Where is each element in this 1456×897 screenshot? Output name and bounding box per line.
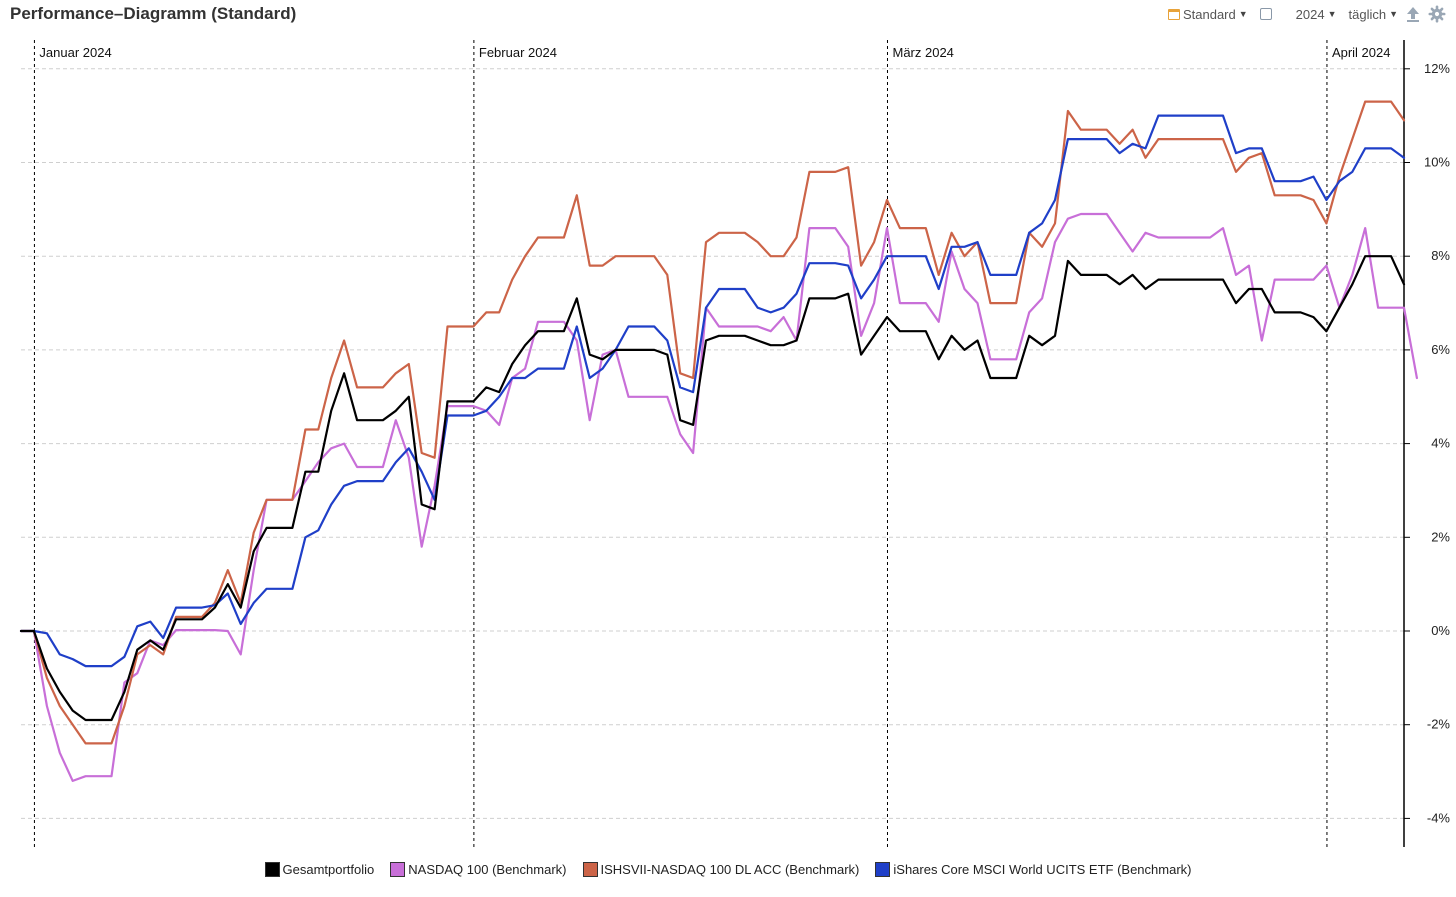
chevron-down-icon: ▼ [1327,9,1337,19]
y-tick-label: -2% [1427,717,1451,732]
legend-item[interactable]: NASDAQ 100 (Benchmark) [390,862,567,877]
series-line [19,212,1418,782]
view-selector-label: Standard [1182,6,1236,22]
series-line [19,255,1406,722]
y-tick-label: 0% [1431,623,1450,638]
chart-toolbar: Standard ▼ 2024 ▼ täglich ▼ [1167,3,1446,25]
year-selector-label: 2024 [1295,6,1325,22]
legend-label: NASDAQ 100 (Benchmark) [408,862,567,877]
expand-icon[interactable] [1259,8,1272,20]
export-icon[interactable] [1404,5,1422,23]
calendar-icon [1167,8,1180,20]
y-tick-label: -4% [1427,810,1451,825]
y-tick-label: 10% [1424,155,1450,170]
chart-header: Performance–Diagramm (Standard) Standard… [0,0,1456,28]
y-tick-label: 8% [1431,248,1450,263]
y-tick-label: 6% [1431,342,1450,357]
legend-swatch [875,862,891,877]
y-tick-label: 4% [1431,436,1450,451]
series-line [19,114,1406,668]
chevron-down-icon: ▼ [1389,9,1398,19]
legend-item[interactable]: Gesamtportfolio [264,862,375,877]
year-selector[interactable]: 2024 ▼ [1296,7,1337,22]
month-label: März 2024 [892,45,953,60]
view-selector[interactable]: Standard ▼ [1167,6,1248,22]
legend-swatch [390,862,406,877]
performance-chart: 12% 10% 8% 6% 4% 2% 0% -2% -4% Januar 2024 Februar… [19,40,1451,847]
month-label: April 2024 [1332,45,1391,60]
interval-selector-label: täglich [1348,6,1387,22]
legend-label: iShares Core MSCI World UCITS ETF (Bench… [893,862,1192,877]
y-tick-label: 2% [1431,529,1450,544]
legend-swatch [264,862,280,877]
legend-item[interactable]: iShares Core MSCI World UCITS ETF (Bench… [875,862,1192,877]
chevron-down-icon: ▼ [1238,9,1248,19]
y-tick-label: 12% [1424,61,1450,76]
month-label: Februar 2024 [479,45,557,60]
legend-label: Gesamtportfolio [282,862,375,877]
legend-item[interactable]: ISHSVII-NASDAQ 100 DL ACC (Benchmark) [582,862,860,877]
month-label: Januar 2024 [39,45,111,60]
series-line [19,100,1406,745]
legend-swatch [582,862,598,877]
gear-icon[interactable] [1428,5,1446,23]
interval-selector[interactable]: täglich ▼ [1349,7,1399,22]
chart-legend: Gesamtportfolio NASDAQ 100 (Benchmark) ISH… [0,862,1456,877]
page-title: Performance–Diagramm (Standard) [10,4,297,23]
legend-label: ISHSVII-NASDAQ 100 DL ACC (Benchmark) [600,862,860,877]
